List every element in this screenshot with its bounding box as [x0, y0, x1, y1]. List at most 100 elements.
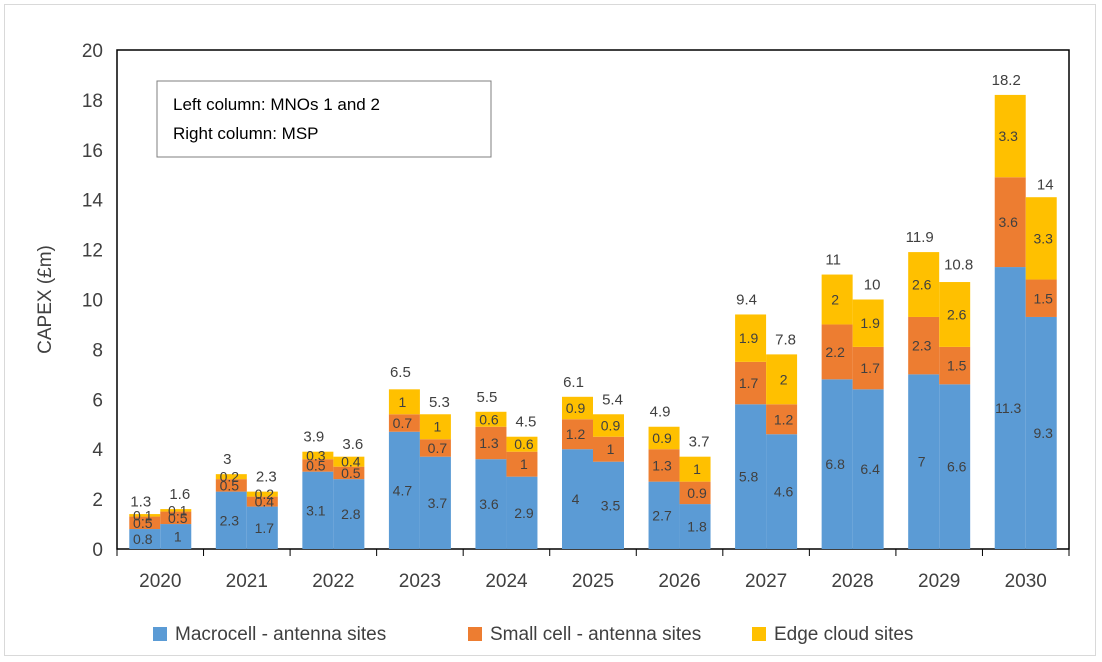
data-label: 1.2 — [774, 411, 794, 427]
data-label: 3.7 — [428, 495, 448, 511]
data-label: 2.9 — [514, 505, 534, 521]
y-tick-label: 6 — [92, 390, 103, 411]
bar-segment — [939, 384, 971, 549]
total-label: 11 — [825, 252, 841, 269]
bar-segment — [852, 299, 884, 347]
bar-segment — [475, 459, 507, 549]
total-label: 2.3 — [256, 469, 277, 486]
data-label: 0.9 — [652, 430, 672, 446]
bar-segment — [735, 361, 767, 405]
x-tick-label: 2025 — [572, 571, 614, 592]
total-label: 4.5 — [516, 414, 537, 431]
data-label: 3.3 — [998, 128, 1018, 144]
data-label: 4 — [572, 491, 580, 507]
bar-segment — [388, 389, 420, 415]
data-label: 1 — [693, 461, 701, 477]
total-label: 7.8 — [775, 331, 796, 348]
data-label: 2.7 — [652, 507, 672, 523]
bar-segment — [821, 274, 853, 325]
data-label: 1 — [607, 441, 615, 457]
bar-segment — [593, 436, 624, 462]
bar-segment — [679, 504, 711, 549]
bar-segment — [593, 461, 624, 549]
data-label: 0.5 — [133, 515, 153, 531]
y-tick-label: 10 — [82, 291, 103, 312]
bar-segment — [215, 474, 247, 480]
data-label: 2.3 — [220, 512, 240, 528]
bar-segment — [648, 449, 680, 482]
y-tick-label: 18 — [82, 91, 103, 112]
data-label: 0.2 — [220, 469, 240, 485]
bar-segment — [333, 466, 365, 480]
data-label: 0.5 — [306, 457, 326, 473]
bar-segment — [215, 479, 247, 492]
y-tick-label: 0 — [92, 540, 103, 561]
annotation-border — [156, 80, 492, 158]
bar-segment — [246, 506, 278, 549]
bar-segment — [160, 509, 192, 512]
bar-segment — [129, 514, 161, 517]
data-label: 0.6 — [514, 436, 534, 452]
data-label: 2.6 — [947, 306, 967, 322]
bar-segment — [994, 177, 1026, 268]
total-label: 3.6 — [342, 436, 363, 453]
data-label: 1.8 — [687, 519, 707, 535]
total-label: 5.4 — [602, 391, 623, 408]
bar-segment — [766, 404, 798, 435]
data-label: 3.3 — [1033, 230, 1053, 246]
y-axis-title: CAPEX (£m) — [35, 245, 56, 354]
y-tick-label: 20 — [82, 41, 103, 62]
total-label: 18.2 — [992, 72, 1021, 89]
data-label: 0.8 — [133, 531, 153, 547]
bar-segment — [475, 426, 507, 460]
data-label: 0.2 — [255, 486, 275, 502]
bar-segment — [679, 456, 711, 482]
y-tick-label: 16 — [82, 141, 103, 162]
x-tick-label: 2021 — [226, 571, 268, 592]
data-label: 6.6 — [947, 459, 967, 475]
bar-segment — [506, 451, 538, 477]
data-label: 0.4 — [341, 454, 361, 470]
bar-segment — [562, 396, 593, 420]
data-label: 1.3 — [652, 457, 672, 473]
chart-frame: 0 2 4 6 8 10 12 14 16 18 20 2020 2021 2022 2023 2024 20… — [4, 4, 1096, 656]
x-tick-label: 2022 — [312, 571, 354, 592]
data-label: 0.3 — [306, 447, 326, 463]
data-label: 3.1 — [306, 502, 326, 518]
data-label: 2.8 — [341, 506, 361, 522]
data-label: 1.7 — [860, 360, 880, 376]
bar-segment — [129, 516, 161, 530]
legend: Macrocell - antenna sites Small cell - an… — [153, 624, 913, 645]
bar-segment — [1025, 316, 1057, 549]
y-tick-label: 14 — [82, 191, 104, 212]
data-label: 3.5 — [601, 497, 621, 513]
data-label: 5.8 — [739, 469, 759, 485]
bar-segment — [994, 94, 1026, 178]
bar-segment — [735, 404, 767, 549]
bar-segment — [333, 479, 365, 549]
annotation-line: Left column: MNOs 1 and 2 — [173, 95, 380, 114]
total-label: 11.9 — [906, 229, 934, 246]
bar-segment — [562, 419, 593, 450]
data-label: 0.9 — [566, 400, 586, 416]
data-label: 1 — [174, 529, 182, 545]
bar-segment — [908, 316, 940, 375]
data-label: 0.7 — [393, 415, 413, 431]
data-label: 9.3 — [1033, 425, 1053, 441]
bar-segment — [821, 379, 853, 549]
data-label: 0.6 — [479, 411, 499, 427]
data-label: 0.4 — [255, 494, 275, 510]
bar-segment — [908, 374, 940, 549]
bar-segment — [852, 389, 884, 549]
bar-segment — [939, 346, 971, 385]
y-tick-label: 2 — [92, 490, 103, 511]
data-label: 0.1 — [168, 502, 188, 518]
data-label: 2 — [831, 292, 839, 308]
bar-segment — [333, 456, 365, 467]
total-label: 6.5 — [390, 364, 411, 381]
bar-segment — [939, 282, 971, 347]
legend-swatch — [153, 627, 167, 641]
data-label: 0.9 — [601, 417, 621, 433]
bar-segment — [1025, 197, 1057, 280]
